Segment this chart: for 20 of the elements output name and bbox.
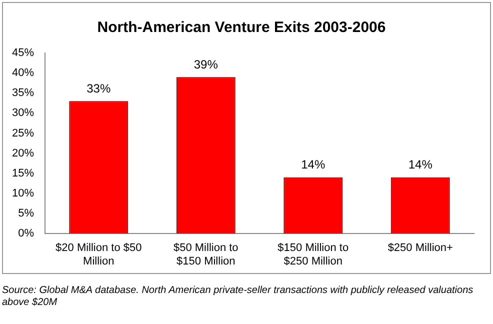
y-tick-label: 0% [18,228,34,240]
data-label: 39% [194,57,218,72]
x-tick-label: $50 Million to $150 Million [173,242,238,268]
data-label: 33% [86,81,111,96]
y-tick-label: 15% [12,167,34,180]
data-label: 14% [301,158,326,172]
x-tick-label: $250 Million+ [388,242,453,254]
y-tick-label: 20% [12,147,34,160]
source-note: Source: Global M&A database. North American private-seller transactions with publicly released valuations above $20M [2,285,474,309]
x-tick-label: $20 Million to $50 Million [56,242,142,268]
y-tick-label: 35% [12,87,34,100]
y-tick-label: 40% [12,67,34,80]
data-label: 14% [408,158,433,172]
y-tick-label: 45% [12,47,34,60]
y-tick-label: 30% [12,107,34,120]
y-tick-label: 10% [12,188,34,200]
x-tick-label: $150 Million to $250 Million [278,242,349,268]
chart-title: North-American Venture Exits 2003-2006 [97,19,386,36]
y-tick-label: 5% [18,208,34,220]
y-tick-label: 25% [12,127,34,140]
